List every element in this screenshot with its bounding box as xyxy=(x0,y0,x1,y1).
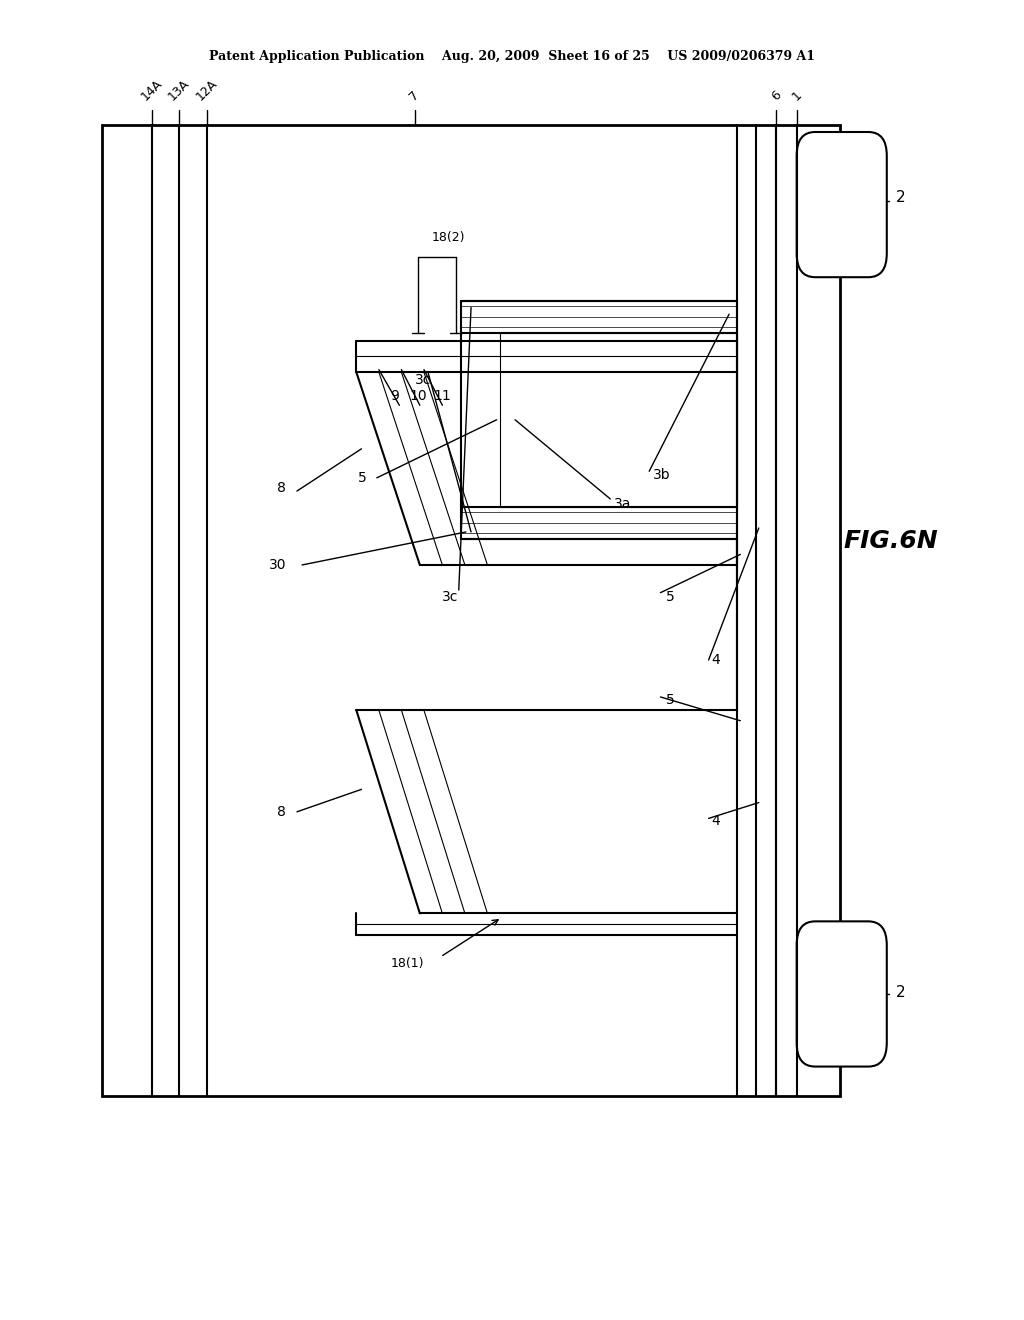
Text: 10: 10 xyxy=(409,389,427,403)
Text: 5: 5 xyxy=(666,693,675,706)
Text: 5: 5 xyxy=(666,590,675,603)
Text: 11: 11 xyxy=(433,389,452,403)
Text: 4: 4 xyxy=(712,653,721,667)
Text: 3c: 3c xyxy=(415,374,431,387)
Text: 1: 1 xyxy=(790,88,804,103)
Text: 3a: 3a xyxy=(614,498,632,511)
Text: 30: 30 xyxy=(269,558,287,572)
Text: 9: 9 xyxy=(390,389,398,403)
Bar xyxy=(500,333,737,507)
Text: Patent Application Publication    Aug. 20, 2009  Sheet 16 of 25    US 2009/02063: Patent Application Publication Aug. 20, … xyxy=(209,50,815,63)
Text: 2: 2 xyxy=(896,190,905,206)
Text: 8: 8 xyxy=(278,482,286,495)
Text: 4: 4 xyxy=(712,814,721,828)
Text: 12A: 12A xyxy=(194,77,220,103)
Text: 13A: 13A xyxy=(166,77,193,103)
Text: 3b: 3b xyxy=(653,469,671,482)
FancyBboxPatch shape xyxy=(797,132,887,277)
FancyBboxPatch shape xyxy=(797,921,887,1067)
Text: 18(2): 18(2) xyxy=(432,231,465,244)
Text: 7: 7 xyxy=(408,88,422,103)
Text: FIG.6N: FIG.6N xyxy=(844,529,938,553)
Text: 18(1): 18(1) xyxy=(391,957,424,970)
Text: 2: 2 xyxy=(896,985,905,1001)
Bar xyxy=(102,125,840,1096)
Text: 3c: 3c xyxy=(442,590,459,603)
Text: 14A: 14A xyxy=(138,77,165,103)
Text: 6: 6 xyxy=(769,88,783,103)
Text: 8: 8 xyxy=(278,805,286,818)
Text: 5: 5 xyxy=(357,471,367,484)
